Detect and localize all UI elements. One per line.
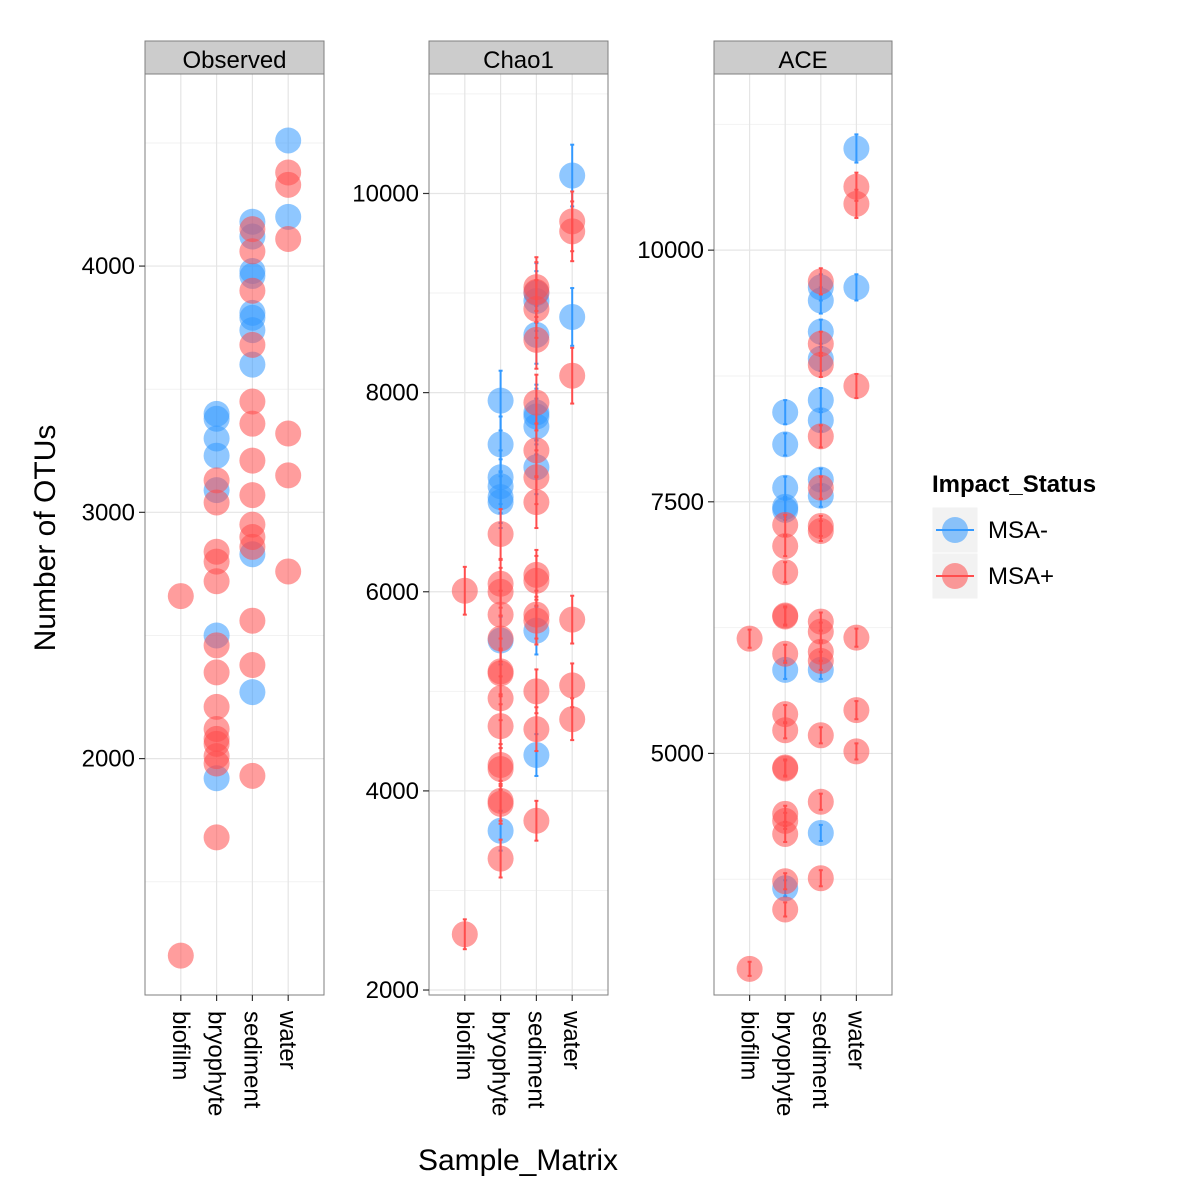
series-msa-plus [167,159,302,969]
x-tick-label: bryophyte [771,1011,798,1116]
y-tick-label: 8000 [366,380,419,407]
data-point [203,659,230,686]
legend-entry-label: MSA+ [988,563,1054,590]
data-point [167,942,194,969]
panel-strip [144,40,325,75]
panel-strip-label: Observed [182,47,286,74]
data-point [203,548,230,575]
legend-entry-msa-plus: MSA+ [931,552,1054,600]
series-msa-plus [736,171,870,982]
data-point [275,225,302,252]
data-point [239,607,266,634]
data-point [203,693,230,720]
data-point [203,405,230,432]
x-tick-label: biofilm [736,1011,763,1080]
data-point [203,750,230,777]
panel-strip-label: Chao1 [483,47,554,74]
data-point [239,447,266,474]
data-point [239,216,266,243]
x-tick-label: biofilm [167,1011,194,1080]
panel-strip-label: ACE [778,47,827,74]
data-point [275,558,302,585]
data-point [239,652,266,679]
data-point [239,351,266,378]
y-tick-label: 2000 [366,977,419,1004]
data-point [203,489,230,516]
panel-background [714,74,892,995]
data-point [203,632,230,659]
y-tick-label: 7500 [651,489,704,516]
data-point [239,410,266,437]
data-point [203,467,230,494]
data-point [239,533,266,560]
legend-title: Impact_Status [932,471,1096,498]
data-point [239,482,266,509]
legend-entry-msa-minus: MSA- [931,506,1048,554]
x-tick-label: sediment [238,1011,265,1109]
panel-ace: ACE 5000 7500 10000 biofilm bryophyte sediment… [637,40,893,1116]
y-axis-title: Number of OTUs [29,425,62,652]
y-tick-label: 6000 [366,579,419,606]
series-msa-plus [451,190,586,951]
x-axis-title: Sample_Matrix [418,1144,618,1177]
data-point [203,824,230,851]
legend: Impact_Status MSA- MSA+ [931,471,1096,600]
data-point [203,442,230,469]
x-tick-label: water [274,1010,301,1070]
data-point [275,462,302,489]
y-tick-label: 10000 [637,237,704,264]
panel-strip [713,40,893,75]
x-tick-label: sediment [807,1011,834,1109]
panel-border [144,73,325,996]
x-tick-label: water [842,1010,869,1070]
data-point [239,238,266,265]
data-point [167,583,194,610]
x-tick-label: biofilm [451,1011,478,1080]
data-point [239,679,266,706]
y-tick-label: 10000 [352,180,419,207]
data-point [239,762,266,789]
data-point [275,420,302,447]
y-tick-label: 3000 [82,499,135,526]
facet-panels: Observed 2000 3000 4000 biofilm bryophyte sedi… [82,40,893,1116]
data-point [203,568,230,595]
x-tick-label: water [558,1010,585,1070]
data-point [239,388,266,415]
data-point [239,277,266,304]
data-point [275,203,302,230]
x-tick-label: bryophyte [203,1011,230,1116]
legend-entry-label: MSA- [988,517,1048,544]
y-tick-label: 2000 [82,746,135,773]
panel-chao1: Chao1 2000 4000 6000 8000 10000 biofilm bryophy… [352,40,609,1116]
panel-border [713,73,893,996]
data-point [275,127,302,154]
y-tick-label: 4000 [366,778,419,805]
panel-border [428,73,609,996]
x-tick-label: bryophyte [487,1011,514,1116]
y-tick-label: 4000 [82,253,135,280]
y-tick-label: 5000 [651,740,704,767]
panel-observed: Observed 2000 3000 4000 biofilm bryophyte sedi… [82,40,325,1116]
x-tick-label: sediment [522,1011,549,1109]
data-point [239,331,266,358]
data-point [275,171,302,198]
